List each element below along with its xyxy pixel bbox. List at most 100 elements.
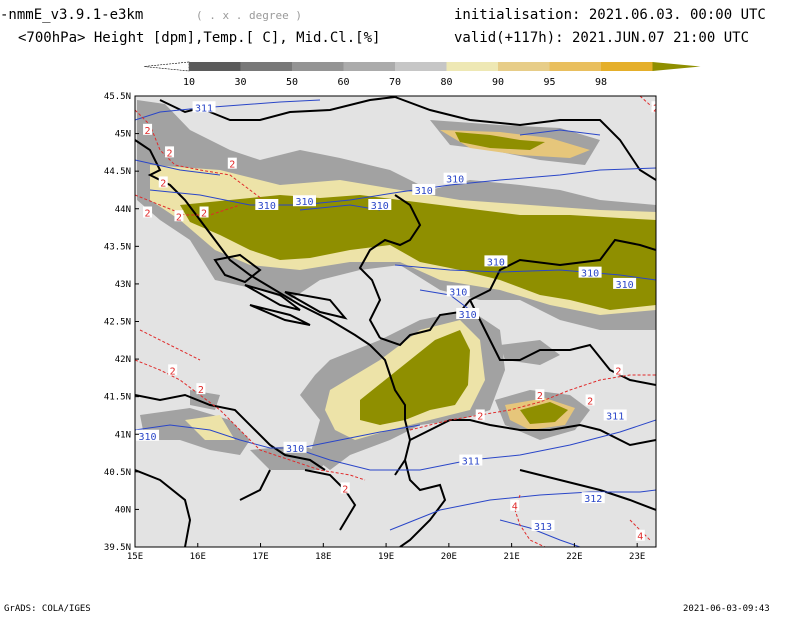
temp-contour-label: 2 [229, 160, 235, 171]
height-contour-label: 310 [446, 175, 464, 186]
height-contour-label: 310 [295, 197, 313, 208]
lon-label: 19E [378, 552, 394, 562]
temp-contour-label: 2 [587, 396, 593, 407]
colorbar-segment [498, 62, 550, 71]
temp-contour-label: 2 [615, 366, 621, 377]
temp-contour-label: 2 [170, 366, 176, 377]
temp-contour-label: 2 [537, 391, 543, 402]
lat-label: 40.5N [104, 468, 131, 478]
height-contour-label: 310 [449, 287, 467, 298]
temp-contour-label-bg [475, 409, 485, 421]
colorbar-high-triangle [652, 62, 701, 71]
lat-label: 43.5N [104, 242, 131, 252]
temp-contour-label: 4 [512, 502, 518, 513]
colorbar-segment [601, 62, 653, 71]
temp-contour-label-bg [535, 389, 545, 401]
colorbar-segment [240, 62, 292, 71]
lon-label: 17E [252, 552, 268, 562]
height-contour-label: 312 [584, 494, 602, 505]
lat-label: 42.5N [104, 318, 131, 328]
lat-label: 40N [115, 505, 131, 515]
lon-label: 22E [566, 552, 582, 562]
height-contour-label-bg [446, 285, 470, 297]
colorbar-segment [549, 62, 601, 71]
init-time: initialisation: 2021.06.03. 00:00 UTC [454, 7, 766, 23]
colorbar-tick-label: 90 [492, 77, 504, 88]
temp-contour-label: 2 [198, 385, 204, 396]
colorbar-tick-label: 98 [595, 77, 607, 88]
contour-labels: 311 310 310 310 310 310 310 310 310 310 310 310 310 3… [136, 101, 659, 543]
lat-label: 44.5N [104, 167, 131, 177]
temp-contour-label-bg [635, 529, 645, 541]
colorbar-segment [446, 62, 498, 71]
temp-contour-label: 2 [176, 212, 182, 223]
lat-label: 42N [115, 355, 131, 365]
height-contour-label-bg [136, 429, 160, 441]
temp-contour-label: 2 [653, 103, 659, 114]
colorbar-tick-label: 80 [440, 77, 452, 88]
height-contours [135, 99, 656, 547]
temp-contour-label: 4 [637, 532, 643, 543]
height-contour-label-bg [292, 195, 316, 207]
temp-contour-label: 2 [477, 411, 483, 422]
lon-label: 20E [441, 552, 457, 562]
height-contour-label: 313 [534, 522, 552, 533]
model-name: -nmmE_v3.9.1-e3km [0, 7, 144, 23]
temp-contour-label-bg [158, 176, 168, 188]
height-contour-label: 310 [487, 257, 505, 268]
colorbar-segment [343, 62, 395, 71]
height-contour-label-bg [255, 198, 279, 210]
lon-label: 23E [629, 552, 645, 562]
lon-label: 18E [315, 552, 331, 562]
height-contour-label: 311 [606, 411, 624, 422]
temp-contour-label-bg [340, 482, 350, 494]
temp-contour-label: 2 [201, 209, 207, 220]
height-contour-label-bg [412, 183, 436, 195]
height-contour-label: 310 [258, 201, 276, 212]
height-contour-label: 310 [286, 444, 304, 455]
temp-contour-label: 2 [160, 178, 166, 189]
temp-contour-label-bg [613, 364, 623, 376]
temp-contour-label-bg [651, 101, 656, 113]
axis-labels: 45.5N 45N 44.5N 44N 43.5N 43N 42.5N 42N 41.5N 41N… [104, 92, 645, 562]
height-contour-label: 310 [139, 432, 157, 443]
temp-contour-label-bg [199, 206, 209, 218]
height-contour-label-bg [531, 519, 555, 531]
temp-contour-label: 2 [342, 484, 348, 495]
lon-label: 15E [127, 552, 143, 562]
colorbar-low-triangle [143, 61, 190, 72]
lat-label: 41.5N [104, 393, 131, 403]
lon-label: 21E [503, 552, 519, 562]
plot-area: 311 310 310 310 310 310 310 310 310 310 310 310 310 3… [104, 92, 659, 562]
footer-right: 2021-06-03-09:43 [683, 604, 770, 614]
colorbar-segment [189, 62, 241, 71]
lat-label: 43N [115, 280, 131, 290]
lat-label: 44N [115, 205, 131, 215]
height-contour-label-bg [581, 492, 605, 504]
height-contour-label: 311 [462, 457, 480, 468]
colorbar-tick-label: 95 [543, 77, 555, 88]
height-contour-label-bg [192, 101, 216, 113]
units-label: ( . x . degree ) [196, 9, 302, 22]
temp-contour-label-bg [585, 394, 595, 406]
field-description: <700hPa> Height [dpm],Temp.[ C], Mid.Cl.… [18, 30, 381, 46]
cloud-olive-areas [180, 132, 656, 425]
height-contour-label: 310 [616, 280, 634, 291]
lat-label: 39.5N [104, 543, 131, 553]
colorbar-segment [292, 62, 344, 71]
height-contour-label: 311 [195, 103, 213, 114]
height-contour-label: 310 [415, 186, 433, 197]
height-contour-label-bg [484, 255, 508, 267]
temp-contour-label-bg [174, 210, 184, 222]
height-contour-label: 310 [459, 310, 477, 321]
temp-contour-label-bg [168, 364, 178, 376]
height-contour-label: 310 [371, 201, 389, 212]
height-contour-label-bg [459, 454, 483, 466]
height-contour-label: 310 [581, 269, 599, 280]
height-contour-label-bg [443, 172, 467, 184]
height-contour-label-bg [578, 266, 602, 278]
temp-contour-label-bg [510, 499, 520, 511]
height-contour-label-bg [283, 441, 307, 453]
temp-contour-label-bg [165, 146, 175, 158]
colorbar-tick-label: 60 [337, 77, 349, 88]
